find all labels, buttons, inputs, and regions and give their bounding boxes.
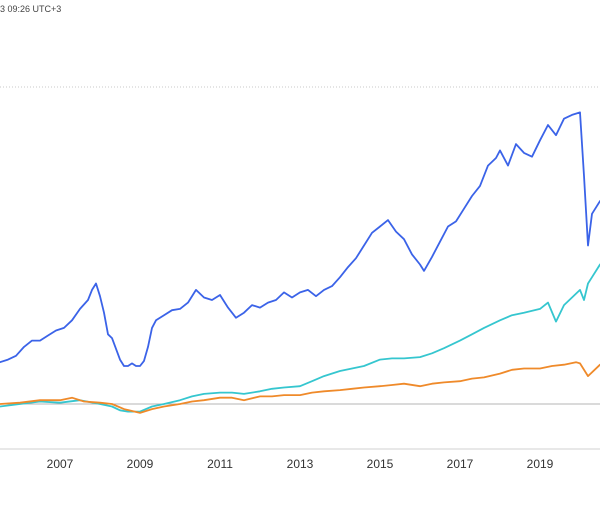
x-tick-label: 2009 bbox=[127, 457, 154, 471]
series-line-blue bbox=[0, 111, 600, 367]
x-tick-label: 2017 bbox=[447, 457, 474, 471]
x-tick-label: 2015 bbox=[367, 457, 394, 471]
series-line-orange bbox=[0, 361, 600, 414]
x-tick-label: 2013 bbox=[287, 457, 314, 471]
series-line-cyan bbox=[0, 263, 600, 413]
x-tick-label: 2019 bbox=[527, 457, 554, 471]
x-tick-label: 2007 bbox=[47, 457, 74, 471]
chart-timestamp: 3 09:26 UTC+3 bbox=[0, 4, 62, 14]
x-tick-label: 2011 bbox=[207, 457, 233, 471]
